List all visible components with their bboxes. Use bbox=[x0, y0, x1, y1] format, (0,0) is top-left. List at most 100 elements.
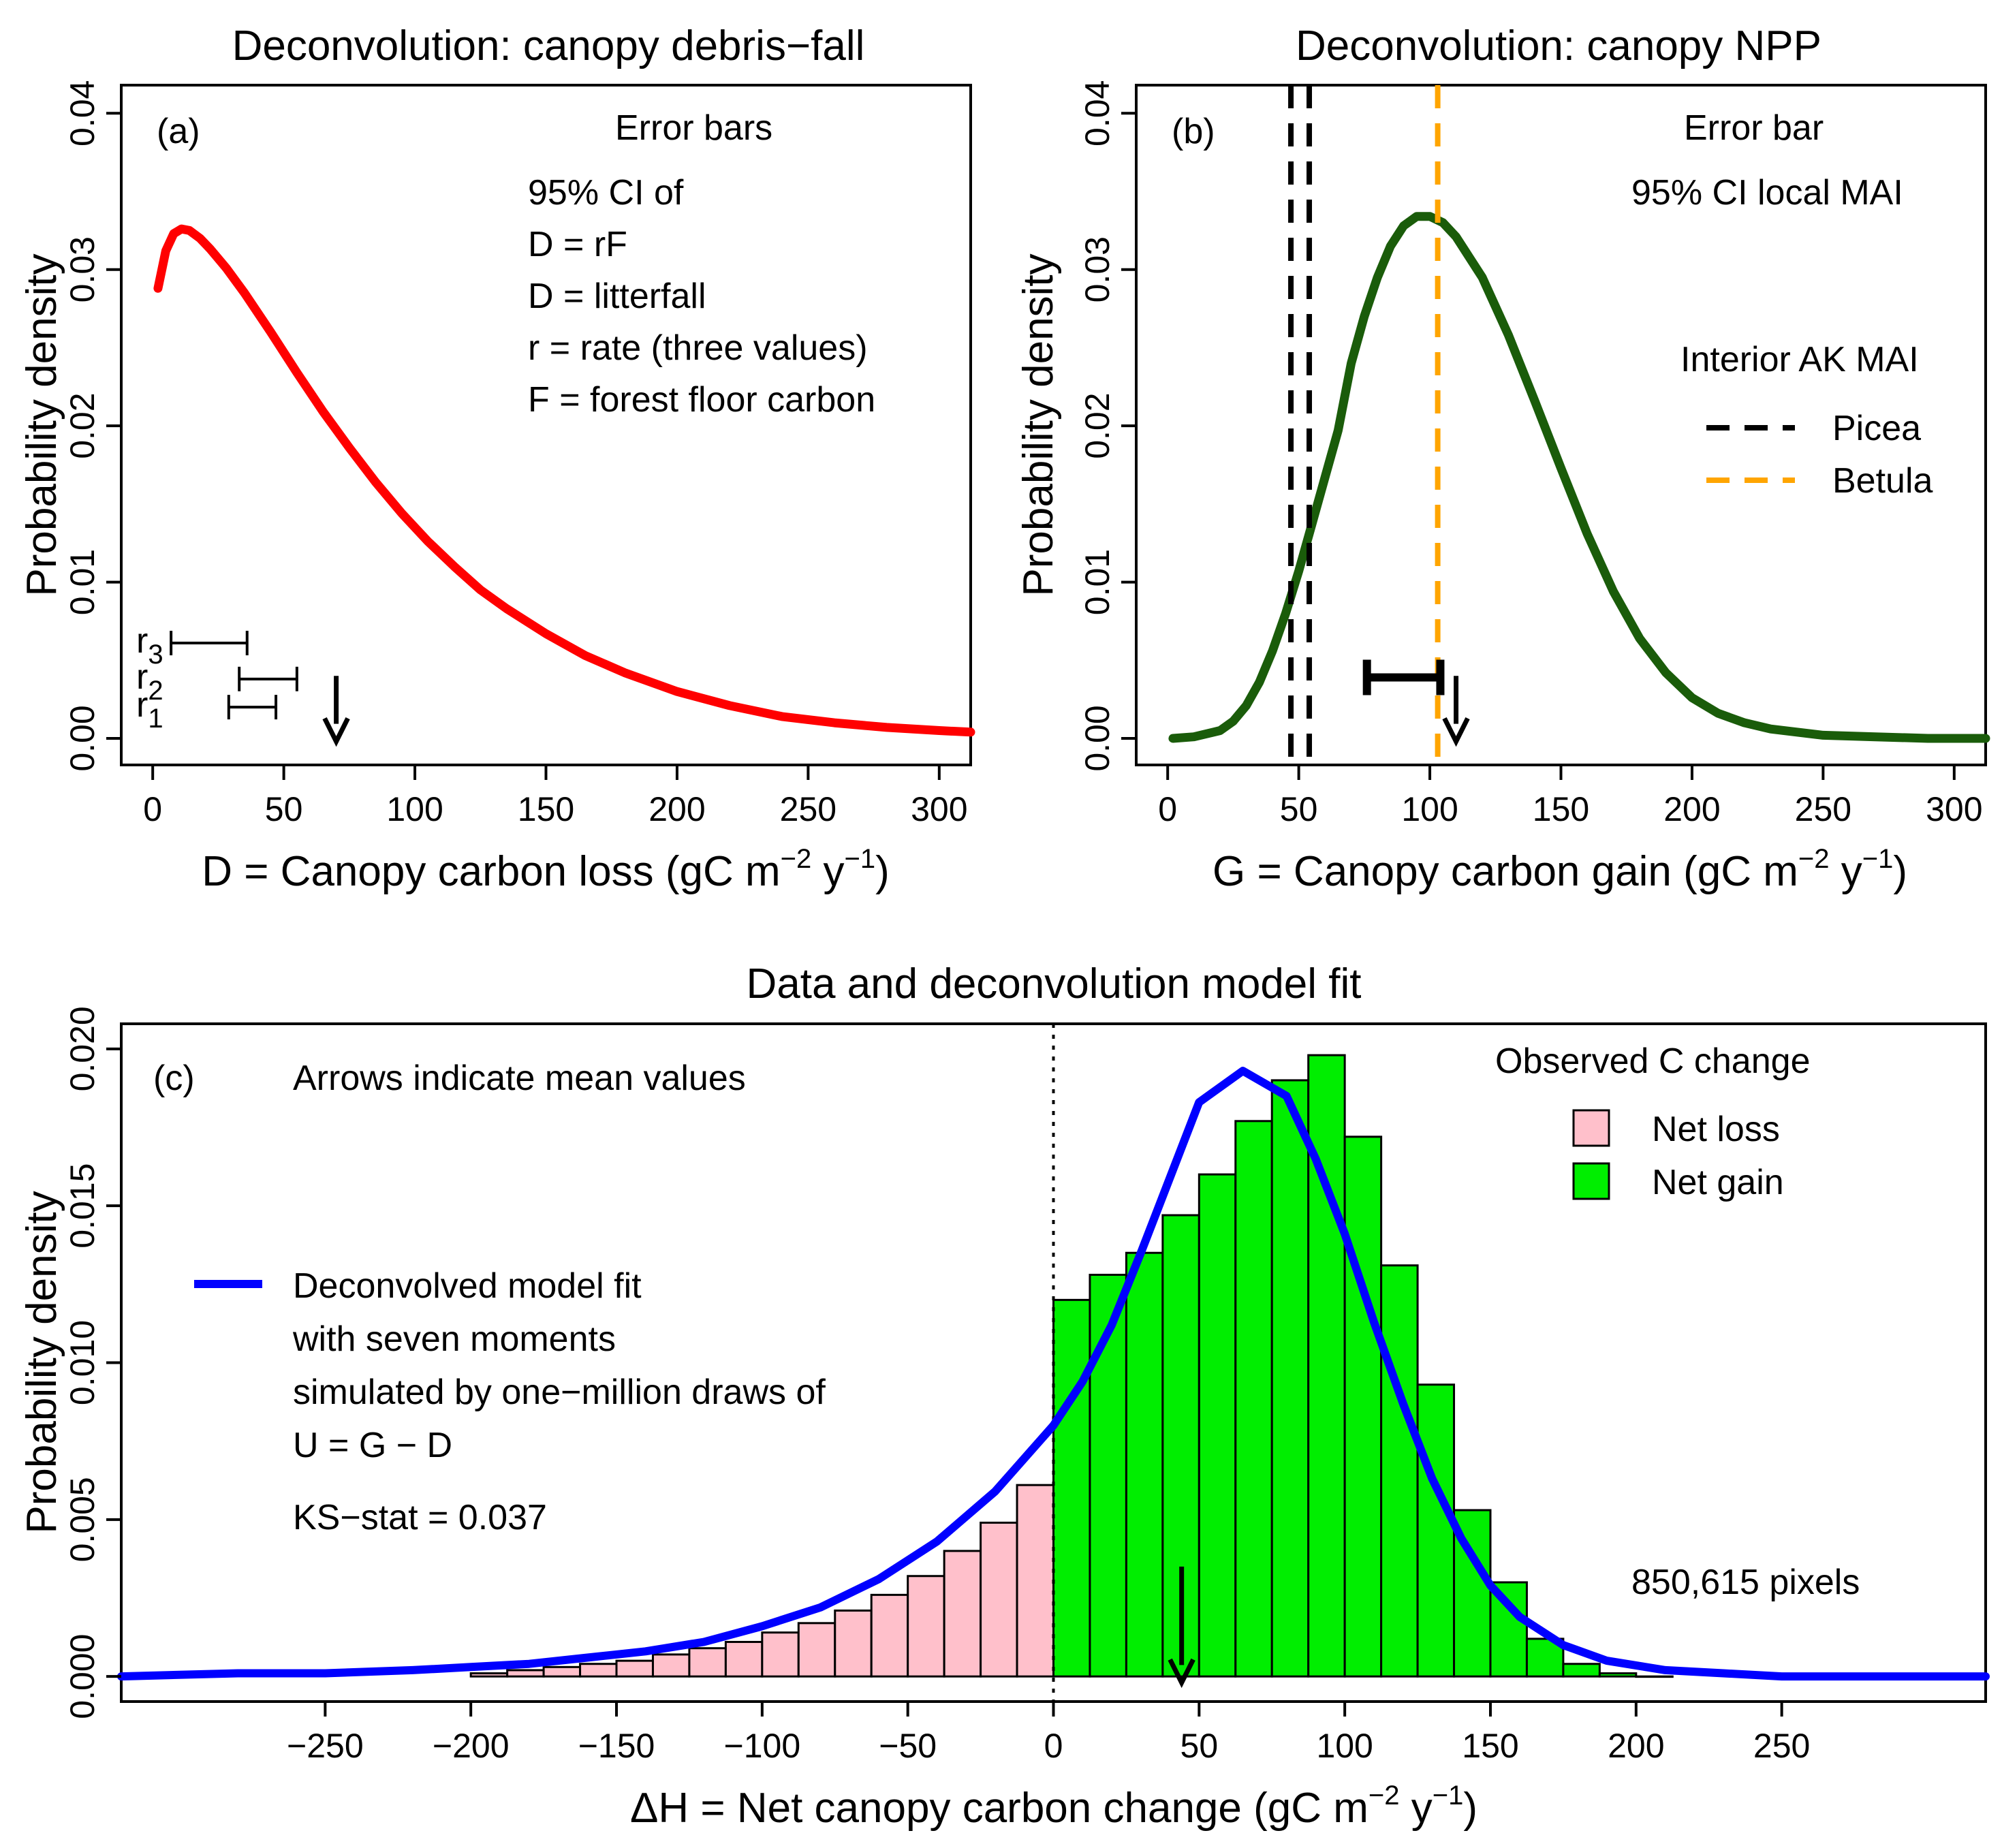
panel-b-xtick-label-5: 250 bbox=[1795, 790, 1851, 828]
panel-c-legend-label-net-loss: Net loss bbox=[1652, 1110, 1780, 1149]
panel-a-note-line-2: D = rF bbox=[528, 225, 627, 264]
panel-b-legend-label-picea: Picea bbox=[1832, 409, 1921, 448]
panel-c-ytick-label-2: 0.010 bbox=[63, 1320, 101, 1405]
panel-b-xtick-label-4: 200 bbox=[1663, 790, 1720, 828]
panel-a-errorbar-label-sub-2: 2 bbox=[148, 676, 163, 706]
panel-c-marks bbox=[117, 1024, 1990, 1702]
panel-a-note-line-1: 95% CI of bbox=[528, 173, 684, 213]
histogram-bar bbox=[907, 1575, 945, 1678]
panel-c-xtick-label-2: −150 bbox=[578, 1727, 655, 1765]
panel-a-mean-arrow-head bbox=[322, 717, 350, 747]
panel-c-ytick-label-1: 0.005 bbox=[63, 1477, 101, 1562]
panel-c-xtick-label-6: 50 bbox=[1180, 1727, 1219, 1765]
panel-a-title: Deconvolution: canopy debris−fall bbox=[232, 22, 865, 69]
histogram-bar bbox=[761, 1631, 800, 1678]
panel-a-ytick-label-2: 0.02 bbox=[63, 392, 101, 458]
panel-b-xtick-label-1: 50 bbox=[1280, 790, 1318, 828]
panel-b-legend-title: Interior AK MAI bbox=[1680, 340, 1919, 379]
panel-c-ticks: −250 −200 −150 −100 −50 0 50 100 150 200 250 0.000 0… bbox=[63, 1006, 1810, 1765]
panel-a-errorbars-heading: Error bars bbox=[615, 108, 772, 148]
panel-b-label: (b) bbox=[1172, 112, 1215, 151]
panel-b-ylabel: Probability density bbox=[1015, 253, 1062, 596]
panel-a-note-line-3: D = litterfall bbox=[528, 277, 706, 316]
panel-b-ytick-label-0: 0.00 bbox=[1078, 705, 1116, 771]
panel-b-xlabel: G = Canopy carbon gain (gC m−2 y−1) bbox=[1213, 844, 1907, 895]
panel-c-fit-line-3: simulated by one−million draws of bbox=[293, 1373, 826, 1412]
panel-b-ytick-label-1: 0.01 bbox=[1078, 549, 1116, 615]
panel-c-xtick-label-10: 250 bbox=[1753, 1727, 1810, 1765]
histogram-bar bbox=[1635, 1675, 1674, 1678]
panel-b-errorbar-heading: Error bar bbox=[1684, 108, 1824, 148]
panel-c-xtick-label-3: −100 bbox=[724, 1727, 801, 1765]
panel-c-xtick-label-9: 200 bbox=[1608, 1727, 1664, 1765]
panel-c-legend-swatch-net-loss bbox=[1572, 1109, 1610, 1147]
panel-c-legend-swatch-net-gain bbox=[1572, 1162, 1610, 1200]
panel-c-pixel-count: 850,615 pixels bbox=[1631, 1563, 1860, 1602]
panel-c-label: (c) bbox=[153, 1059, 195, 1098]
histogram-bar bbox=[1052, 1298, 1091, 1678]
panel-a-xtick-label-3: 150 bbox=[518, 790, 574, 828]
panel-c-xlabel-exp1: −2 bbox=[1368, 1781, 1400, 1811]
panel-a-ylabel: Probability density bbox=[18, 253, 65, 596]
histogram-bar bbox=[469, 1672, 509, 1678]
panel-c-ytick-label-3: 0.015 bbox=[63, 1163, 101, 1249]
histogram-bar bbox=[980, 1521, 1018, 1678]
panel-a-xtick-label-4: 200 bbox=[648, 790, 705, 828]
panel-c-fit-line-1: Deconvolved model fit bbox=[293, 1266, 642, 1306]
panel-a-ytick-label-3: 0.03 bbox=[63, 236, 101, 302]
panel-c-xlabel: ΔH = Net canopy carbon change (gC m−2 y−… bbox=[630, 1781, 1477, 1832]
histogram-bar bbox=[797, 1622, 836, 1678]
panel-c-legend-title: Observed C change bbox=[1495, 1042, 1811, 1081]
panel-b-mean-arrow-head bbox=[1442, 717, 1470, 747]
panel-b-ytick-label-4: 0.04 bbox=[1078, 80, 1116, 146]
panel-c-fit-curve bbox=[117, 1067, 1990, 1681]
panel-b-xlabel-main: G = Canopy carbon gain (gC m bbox=[1213, 848, 1798, 895]
histogram-bar bbox=[1198, 1173, 1237, 1678]
panel-a-note-line-4: r = rate (three values) bbox=[528, 328, 868, 368]
panel-a-xlabel: D = Canopy carbon loss (gC m−2 y−1) bbox=[202, 844, 890, 895]
panel-a-xlabel-exp1: −2 bbox=[781, 844, 812, 874]
panel-b-xtick-label-0: 0 bbox=[1158, 790, 1177, 828]
histogram-bar bbox=[1380, 1264, 1419, 1678]
panel-a-label: (a) bbox=[157, 112, 200, 151]
histogram-bar bbox=[1270, 1079, 1310, 1678]
panel-a-ytick-label-1: 0.01 bbox=[63, 549, 101, 615]
panel-a-xtick-label-5: 250 bbox=[780, 790, 836, 828]
histogram-bar bbox=[1416, 1383, 1456, 1678]
panel-b-xlabel-exp2: −1 bbox=[1862, 844, 1894, 874]
panel-b-density-curve bbox=[1168, 212, 1990, 743]
histogram-bar bbox=[579, 1663, 618, 1678]
panel-b-xtick-label-6: 300 bbox=[1926, 790, 1982, 828]
histogram-bar bbox=[1489, 1581, 1528, 1678]
panel-c-title: Data and deconvolution model fit bbox=[746, 960, 1361, 1007]
histogram-bar bbox=[870, 1593, 909, 1678]
panel-c-ytick-label-4: 0.020 bbox=[63, 1006, 101, 1091]
histogram-bar bbox=[1598, 1672, 1638, 1678]
histogram-bar bbox=[834, 1609, 873, 1678]
panel-c-xtick-label-0: −250 bbox=[287, 1727, 364, 1765]
histogram-bar bbox=[615, 1659, 654, 1678]
panel-c-ks-stat: KS−stat = 0.037 bbox=[293, 1498, 547, 1537]
panel-c-legend-label-net-gain: Net gain bbox=[1652, 1163, 1784, 1202]
panel-a-errorbar-label-sub-1: 1 bbox=[148, 704, 163, 734]
panel-c-ytick-label-0: 0.000 bbox=[63, 1634, 101, 1719]
panel-c-mean-arrow-head bbox=[1168, 1658, 1195, 1689]
panel-c-xtick-label-7: 100 bbox=[1316, 1727, 1373, 1765]
histogram-bar bbox=[724, 1640, 764, 1678]
histogram-bar bbox=[1562, 1663, 1601, 1678]
histogram-bar bbox=[542, 1665, 582, 1678]
histogram-bar bbox=[1016, 1484, 1054, 1678]
panel-c-xtick-label-4: −50 bbox=[879, 1727, 937, 1765]
panel-a-ticks: 0 50 100 150 200 250 300 0.00 0.01 0.02 0.03 0.04 bbox=[63, 80, 968, 828]
histogram-bar bbox=[506, 1669, 545, 1678]
panel-a-xtick-label-2: 100 bbox=[386, 790, 443, 828]
histogram-bar bbox=[1234, 1120, 1273, 1678]
histogram-bar bbox=[1343, 1136, 1383, 1678]
panel-c: Data and deconvolution model fit −250 −2 0… bbox=[18, 960, 1990, 1832]
panel-b-ticks: 0 50 100 150 200 250 300 0.00 0.01 0.02 0.03 0.04 bbox=[1078, 80, 1983, 828]
panel-b-legend-label-betula: Betula bbox=[1832, 461, 1933, 501]
panel-c-arrows-note: Arrows indicate mean values bbox=[293, 1059, 746, 1098]
panel-c-xlabel-exp2: −1 bbox=[1433, 1781, 1464, 1811]
